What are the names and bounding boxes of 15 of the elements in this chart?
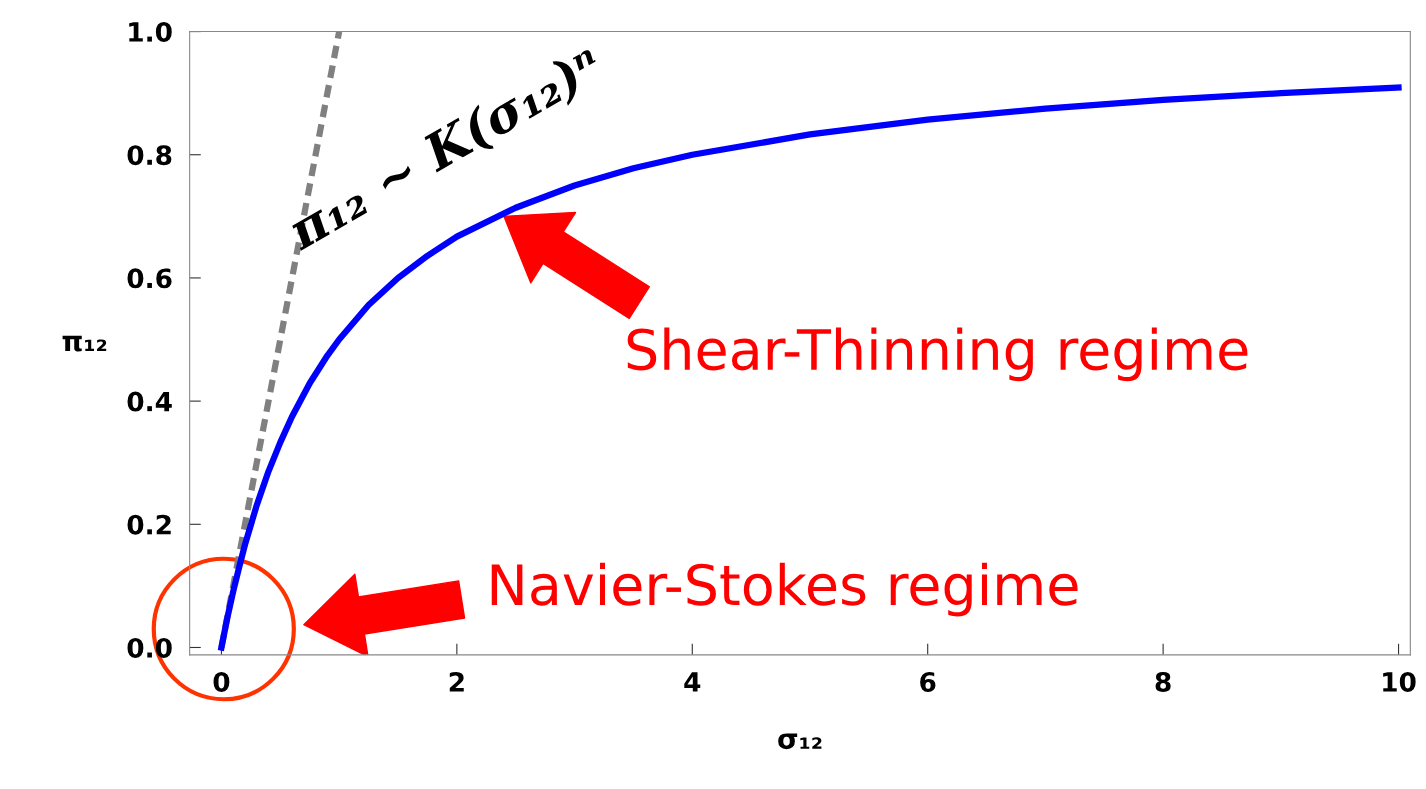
annotation: Navier-Stokes regime <box>491 562 1078 617</box>
x-tick-label: 0 <box>213 672 230 692</box>
y-tick-label: 0.6 <box>127 268 172 289</box>
x-tick-label: 6 <box>920 672 936 692</box>
x-tick-label: 8 <box>1155 672 1171 692</box>
y-axis-title: π₁₂ <box>62 335 107 352</box>
y-tick-label: 0.8 <box>127 145 172 166</box>
x-tick-label: 4 <box>684 672 701 692</box>
y-tick-label: 0.2 <box>127 514 171 535</box>
y-tick-label: 0.4 <box>127 391 172 412</box>
x-tick-label: 2 <box>449 672 464 692</box>
annotation: Shear-Thinning regime <box>627 327 1248 382</box>
x-tick-label: 10 <box>1383 672 1416 692</box>
y-tick-label: 1.0 <box>129 22 172 42</box>
x-axis-title: σ₁₂ <box>778 733 822 750</box>
